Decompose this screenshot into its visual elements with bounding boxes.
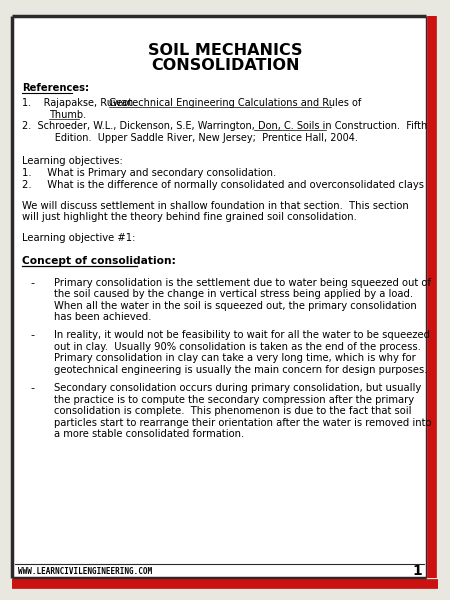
Text: Learning objectives:: Learning objectives: — [22, 155, 123, 166]
Text: -: - — [30, 331, 34, 340]
Text: Secondary consolidation occurs during primary consolidation, but usually: Secondary consolidation occurs during pr… — [54, 383, 421, 394]
Text: When all the water in the soil is squeezed out, the primary consolidation: When all the water in the soil is squeez… — [54, 301, 417, 311]
Text: 1.     What is Primary and secondary consolidation.: 1. What is Primary and secondary consoli… — [22, 169, 276, 178]
Text: Primary consolidation in clay can take a very long time, which is why for: Primary consolidation in clay can take a… — [54, 353, 416, 364]
Text: Primary consolidation is the settlement due to water being squeezed out of: Primary consolidation is the settlement … — [54, 278, 431, 287]
Text: a more stable consolidated formation.: a more stable consolidated formation. — [54, 430, 244, 439]
Text: has been achieved.: has been achieved. — [54, 312, 152, 322]
Text: SOIL MECHANICS: SOIL MECHANICS — [148, 43, 302, 58]
Text: geotechnical engineering is usually the main concern for design purposes.: geotechnical engineering is usually the … — [54, 365, 428, 375]
Text: particles start to rearrange their orientation after the water is removed into: particles start to rearrange their orien… — [54, 418, 432, 428]
Text: In reality, it would not be feasibility to wait for all the water to be squeezed: In reality, it would not be feasibility … — [54, 331, 430, 340]
Text: 2.  Schroeder, W.L., Dickenson, S.E, Warrington, Don, C. Soils in Construction. : 2. Schroeder, W.L., Dickenson, S.E, Warr… — [22, 121, 427, 131]
Text: Learning objective #1:: Learning objective #1: — [22, 233, 135, 243]
Text: the practice is to compute the secondary compression after the primary: the practice is to compute the secondary… — [54, 395, 414, 405]
Text: Thumb.: Thumb. — [49, 110, 86, 119]
Text: out in clay.  Usually 90% consolidation is taken as the end of the process.: out in clay. Usually 90% consolidation i… — [54, 342, 421, 352]
Text: 1: 1 — [412, 564, 422, 578]
Text: Geotechnical Engineering Calculations and Rules of: Geotechnical Engineering Calculations an… — [109, 98, 361, 108]
Text: CONSOLIDATION: CONSOLIDATION — [151, 58, 299, 73]
Text: 1.    Rajapakse, Ruwan.: 1. Rajapakse, Ruwan. — [22, 98, 140, 108]
Text: References:: References: — [22, 83, 89, 93]
Text: Concept of consolidation:: Concept of consolidation: — [22, 256, 176, 266]
Text: -: - — [30, 278, 34, 287]
Text: WWW.LEARNCIVILENGINEERING.COM: WWW.LEARNCIVILENGINEERING.COM — [18, 566, 152, 575]
Text: will just highlight the theory behind fine grained soil consolidation.: will just highlight the theory behind fi… — [22, 212, 357, 222]
Text: 2.     What is the difference of normally consolidated and overconsolidated clay: 2. What is the difference of normally co… — [22, 180, 424, 190]
Text: -: - — [30, 383, 34, 394]
Text: the soil caused by the change in vertical stress being applied by a load.: the soil caused by the change in vertica… — [54, 289, 413, 299]
Text: We will discuss settlement in shallow foundation in that section.  This section: We will discuss settlement in shallow fo… — [22, 200, 409, 211]
Text: consolidation is complete.  This phenomenon is due to the fact that soil: consolidation is complete. This phenomen… — [54, 406, 411, 416]
Text: Edition.  Upper Saddle River, New Jersey;  Prentice Hall, 2004.: Edition. Upper Saddle River, New Jersey;… — [36, 133, 358, 143]
